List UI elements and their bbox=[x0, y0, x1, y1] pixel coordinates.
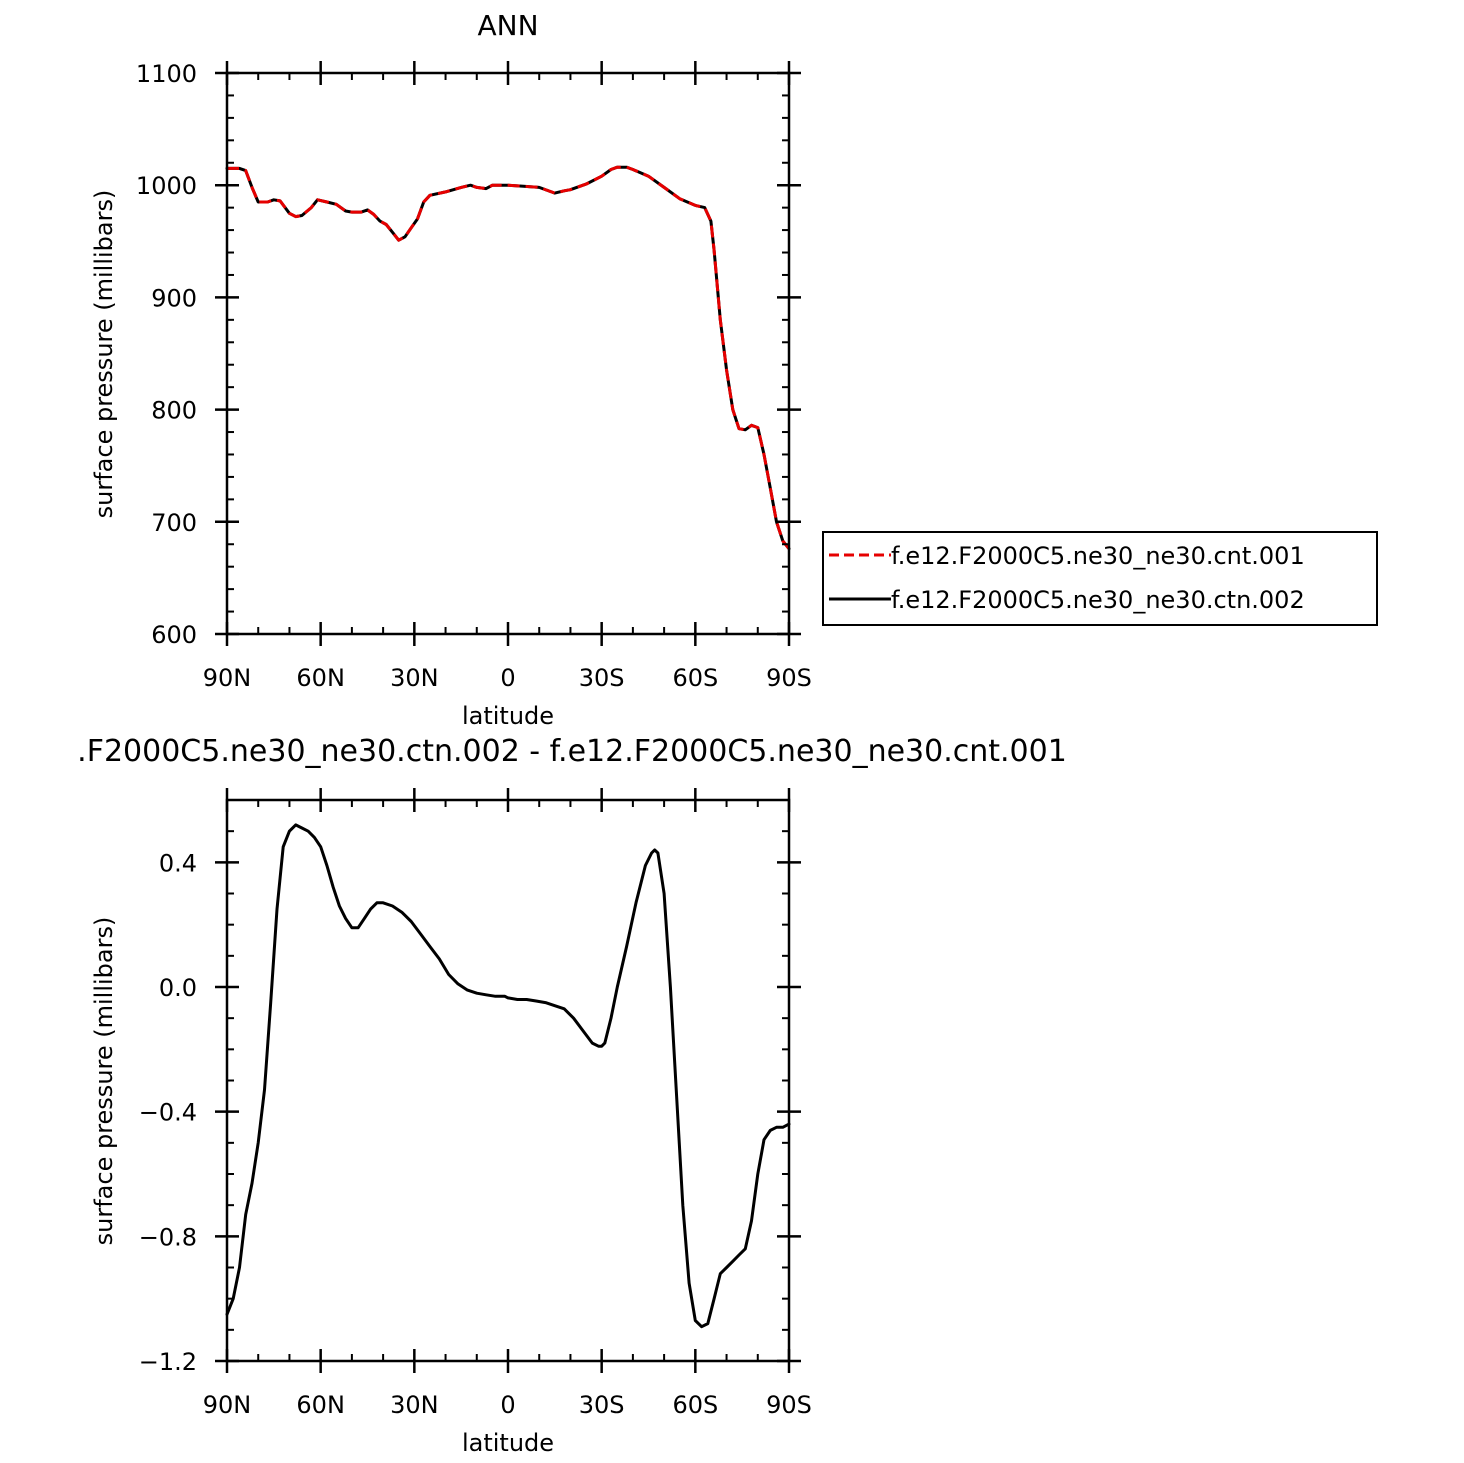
bottom-xtick-label: 60N bbox=[296, 1391, 345, 1419]
top-ytick-label: 1000 bbox=[136, 172, 197, 200]
bottom-series-layer bbox=[225, 823, 791, 1329]
top-ytick-label: 600 bbox=[151, 621, 197, 649]
panel-top-frame bbox=[225, 71, 791, 636]
top-xtick-label: 0 bbox=[500, 664, 515, 692]
top-xtick-label: 90S bbox=[766, 664, 812, 692]
bottom-xtick-label: 30N bbox=[390, 1391, 439, 1419]
top-series-layer bbox=[225, 165, 791, 551]
panel-top-xlabel: latitude bbox=[462, 702, 554, 730]
bottom-labels-layer: 90N 60N 30N 0 30S 60S 90S −1.2 −0.8 −0.4 0.0 0.4 bbox=[139, 849, 812, 1419]
legend: f.e12.F2000C5.ne30_ne30.cnt.001 f.e12.F2… bbox=[822, 531, 1378, 626]
legend-label-0: f.e12.F2000C5.ne30_ne30.cnt.001 bbox=[891, 542, 1305, 570]
panel-top: ANN 90N 60N 30N 0 30S 60S 90S 600 700 800 900 1000 1… bbox=[90, 9, 1378, 730]
top-ytick-label: 800 bbox=[151, 397, 197, 425]
bottom-xtick-label: 0 bbox=[500, 1391, 515, 1419]
bottom-xtick-label: 90S bbox=[766, 1391, 812, 1419]
top-ytick-label: 700 bbox=[151, 509, 197, 537]
legend-box bbox=[822, 531, 1378, 626]
bottom-ytick-label: −0.8 bbox=[139, 1223, 197, 1251]
panel-bottom-title: .F2000C5.ne30_ne30.ctn.002 - f.e12.F2000… bbox=[77, 734, 1067, 769]
panel-bottom-xlabel: latitude bbox=[462, 1429, 554, 1457]
bottom-xtick-label: 90N bbox=[203, 1391, 252, 1419]
top-ytick-label: 900 bbox=[151, 284, 197, 312]
top-series-line-0 bbox=[227, 165, 791, 550]
bottom-ytick-label: −0.4 bbox=[139, 1099, 197, 1127]
panel-top-ylabel: surface pressure (millibars) bbox=[90, 190, 118, 519]
top-ytick-label: 1100 bbox=[136, 60, 197, 88]
panel-bottom-frame bbox=[225, 798, 791, 1363]
top-labels-layer: 90N 60N 30N 0 30S 60S 90S 600 700 800 900 1000 1100 bbox=[136, 60, 812, 692]
legend-label-1: f.e12.F2000C5.ne30_ne30.ctn.002 bbox=[891, 586, 1305, 614]
top-xtick-label: 30N bbox=[390, 664, 439, 692]
bottom-xtick-label: 30S bbox=[579, 1391, 625, 1419]
panel-top-title: ANN bbox=[477, 9, 538, 42]
bottom-ytick-label: −1.2 bbox=[139, 1348, 197, 1376]
top-xtick-label: 90N bbox=[203, 664, 252, 692]
bottom-ytick-label: 0.4 bbox=[159, 849, 197, 877]
top-xtick-label: 30S bbox=[579, 664, 625, 692]
panel-bottom: .F2000C5.ne30_ne30.ctn.002 - f.e12.F2000… bbox=[77, 734, 1067, 1457]
panel-bottom-ylabel: surface pressure (millibars) bbox=[90, 917, 118, 1246]
top-xtick-label: 60N bbox=[296, 664, 345, 692]
bottom-xtick-label: 60S bbox=[672, 1391, 718, 1419]
bottom-series-line-0 bbox=[225, 823, 791, 1329]
top-xtick-label: 60S bbox=[672, 664, 718, 692]
bottom-ytick-label: 0.0 bbox=[159, 974, 197, 1002]
